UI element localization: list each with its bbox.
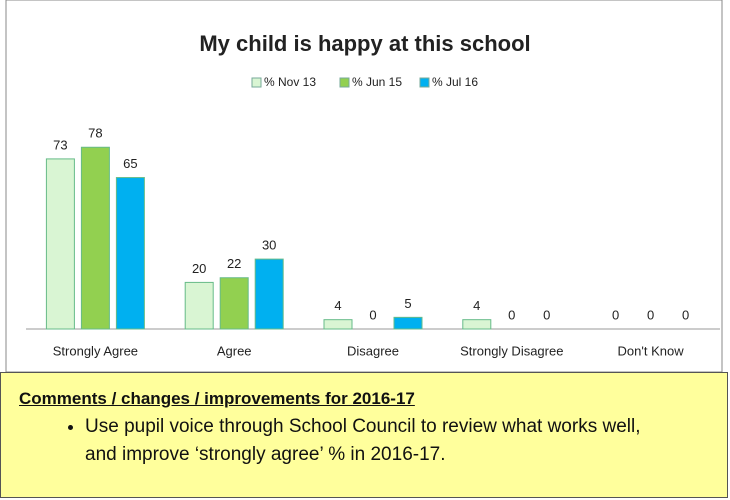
value-label: 0 xyxy=(612,307,619,322)
value-label: 0 xyxy=(647,307,654,322)
value-label: 73 xyxy=(53,137,67,152)
bar xyxy=(254,258,284,330)
chart: My child is happy at this school % Nov 1… xyxy=(5,0,723,372)
legend-label: % Jul 16 xyxy=(432,75,478,89)
bar xyxy=(115,177,145,330)
value-label: 20 xyxy=(192,261,206,276)
x-tick-label: Strongly Disagree xyxy=(460,343,563,358)
value-label: 0 xyxy=(543,307,550,322)
value-label: 78 xyxy=(88,126,102,141)
bar xyxy=(323,319,353,330)
bar xyxy=(45,158,75,330)
value-label: 4 xyxy=(473,298,480,313)
comment-bullet: Use pupil voice through School Council t… xyxy=(85,413,675,469)
value-label: 0 xyxy=(508,307,515,322)
value-label: 22 xyxy=(227,256,241,271)
bar xyxy=(462,319,492,330)
comments-box: Comments / changes / improvements for 20… xyxy=(0,372,728,498)
legend-label: % Nov 13 xyxy=(264,75,316,89)
value-label: 65 xyxy=(123,156,137,171)
bar xyxy=(184,281,214,330)
x-tick-label: Disagree xyxy=(347,343,399,358)
legend-swatch xyxy=(419,77,430,88)
x-tick-label: Agree xyxy=(217,343,252,358)
comments-heading: Comments / changes / improvements for 20… xyxy=(19,389,415,408)
chart-title: My child is happy at this school xyxy=(199,31,530,56)
value-label: 4 xyxy=(334,298,341,313)
value-label: 5 xyxy=(404,296,411,311)
legend-label: % Jun 15 xyxy=(352,75,402,89)
bar xyxy=(393,316,423,330)
value-label: 0 xyxy=(369,307,376,322)
value-label: 30 xyxy=(262,238,276,253)
value-label: 0 xyxy=(682,307,689,322)
legend-swatch xyxy=(251,77,262,88)
legend-swatch xyxy=(339,77,350,88)
x-tick-label: Don't Know xyxy=(618,343,685,358)
x-tick-label: Strongly Agree xyxy=(53,343,138,358)
bar xyxy=(219,277,249,330)
comments-list: Use pupil voice through School Council t… xyxy=(1,413,675,469)
bar xyxy=(80,146,110,330)
